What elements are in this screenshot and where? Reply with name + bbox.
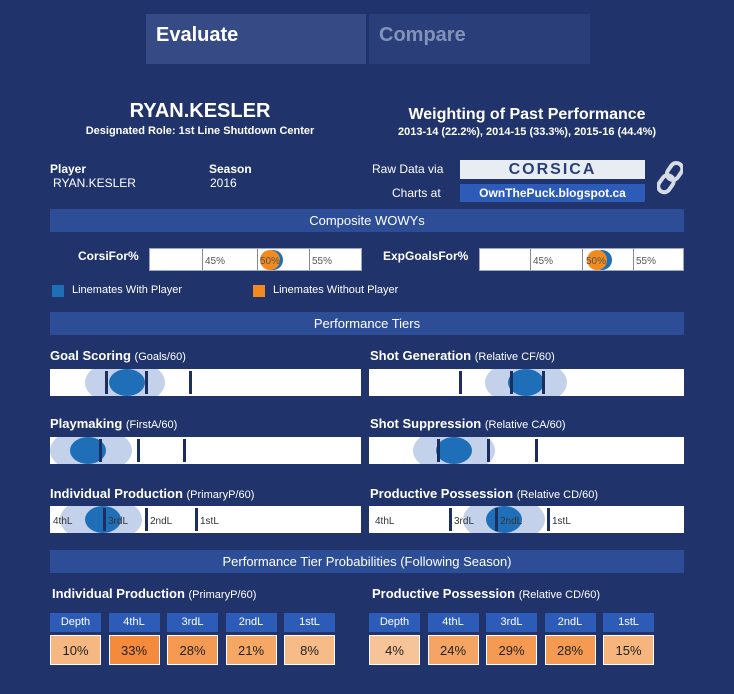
weighting-detail: 2013-14 (22.2%), 2014-15 (33.3%), 2015-1… [397,126,657,138]
pp-prob-header-1stl: 1stL [603,613,654,632]
shot-generation-dot [508,369,544,396]
pp-tier-1stl: 1stL [552,516,571,527]
probabilities-banner: Performance Tier Probabilities (Followin… [50,550,684,573]
pp-prob-value-4thl: 24% [427,635,479,665]
goal-scoring-dot [109,369,145,396]
expgoalsfor-tick-55: 55% [636,256,657,267]
individual-production-title: Individual Production (PrimaryP/60) [50,486,255,501]
pp-prob-header-2ndl: 2ndL [544,613,596,632]
legend-with-swatch [52,285,64,297]
individual-production-bar: 4thL 3rdL 2ndL 1stL [50,506,361,533]
expgoalsfor-bar: 45% 50% 55% [479,248,684,271]
player-name: RYAN.KESLER [129,100,271,122]
shot-generation-bar [369,369,684,396]
corsifor-without-dot [260,250,280,270]
playmaking-bar [50,437,361,464]
tab-compare[interactable]: Compare [369,14,590,64]
ip-prob-value-depth: 10% [50,635,101,665]
productive-possession-dot [486,506,522,533]
pp-prob-header-4thl: 4thL [427,613,479,632]
pp-tier-3rdl: 3rdL [454,516,475,527]
composite-wowys-banner: Composite WOWYs [50,209,684,232]
shot-suppression-bar [369,437,684,464]
pp-prob-value-1stl: 15% [603,635,654,665]
expgoalsfor-without-dot [587,250,607,270]
corsifor-label: CorsiFor% [78,249,139,263]
ip-tier-2ndl: 2ndL [150,516,173,527]
player-value: RYAN.KESLER [53,176,136,190]
shot-generation-title: Shot Generation (Relative CF/60) [370,348,555,363]
pp-prob-title: Productive Possession (Relative CD/60) [372,586,600,601]
raw-data-label: Raw Data via [372,162,444,176]
ip-prob-value-1stl: 8% [284,635,335,665]
corsica-logo[interactable]: CORSICA [460,160,645,179]
season-label: Season [209,162,252,176]
playmaking-title: Playmaking (FirstA/60) [50,416,178,431]
goal-scoring-title: Goal Scoring (Goals/60) [50,348,186,363]
expgoalsfor-tick-45: 45% [533,256,554,267]
designated-role: Designated Role: 1st Line Shutdown Cente… [85,125,315,137]
pp-prob-header-depth: Depth [369,613,420,632]
ip-prob-header-2ndl: 2ndL [225,613,277,632]
pp-tier-2ndl: 2ndL [500,516,523,527]
legend-with-label: Linemates With Player [72,284,183,296]
expgoalsfor-label: ExpGoalsFor% [383,249,469,263]
ip-prob-header-4thl: 4thL [108,613,160,632]
legend-without-swatch [253,285,265,297]
corsifor-tick-45: 45% [205,256,226,267]
corsifor-tick-50: 50% [260,256,281,267]
productive-possession-bar: 4thL 3rdL 2ndL 1stL [369,506,684,533]
ip-prob-value-3rdl: 28% [167,635,218,665]
shot-suppression-dot [436,437,472,464]
expgoalsfor-tick-50: 50% [586,256,607,267]
corsifor-bar: 45% 50% 55% [149,248,362,271]
ip-tier-4thl: 4thL [53,516,73,527]
performance-tiers-banner: Performance Tiers [50,312,684,335]
pp-prob-value-3rdl: 29% [486,635,537,665]
ip-prob-value-2ndl: 21% [225,635,277,665]
legend-without-label: Linemates Without Player [273,284,399,296]
charts-label: Charts at [392,186,441,200]
ip-prob-value-4thl: 33% [108,635,160,665]
chain-link-icon[interactable] [656,160,685,201]
shot-suppression-title: Shot Suppression (Relative CA/60) [370,416,566,431]
pp-prob-header-3rdl: 3rdL [486,613,537,632]
season-value: 2016 [210,176,237,190]
pp-prob-value-2ndl: 28% [544,635,596,665]
pp-prob-value-depth: 4% [369,635,420,665]
corsifor-tick-55: 55% [312,256,333,267]
goal-scoring-bar [50,369,361,396]
tab-evaluate[interactable]: Evaluate [146,14,366,64]
player-label: Player [50,162,87,176]
ip-prob-header-depth: Depth [50,613,101,632]
ip-prob-header-1stl: 1stL [284,613,335,632]
ip-tier-1stl: 1stL [200,516,219,527]
weighting-title: Weighting of Past Performance [408,106,646,123]
ip-tier-3rdl: 3rdL [108,516,129,527]
ip-prob-title: Individual Production (PrimaryP/60) [52,586,257,601]
productive-possession-title: Productive Possession (Relative CD/60) [370,486,598,501]
ownthepuck-link[interactable]: OwnThePuck.blogspot.ca [460,184,645,202]
ip-prob-header-3rdl: 3rdL [167,613,218,632]
pp-tier-4thl: 4thL [375,516,395,527]
